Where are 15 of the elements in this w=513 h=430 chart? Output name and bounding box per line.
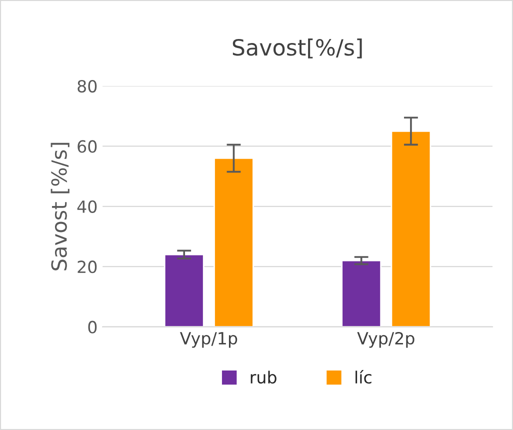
bar [214, 158, 254, 327]
y-tick-label: 20 [78, 260, 97, 274]
y-tick-label: 0 [88, 320, 97, 334]
y-tick-label: 40 [77, 200, 97, 213]
y-tick-label: 80 [78, 80, 97, 93]
legend-label: rub [250, 370, 276, 384]
bar [164, 254, 204, 327]
y-tick-label: 60 [78, 140, 97, 153]
x-tick-label: Vyp/2p [357, 332, 414, 348]
legend-label: líc [356, 370, 372, 384]
chart-title: Savost[%/s] [232, 38, 362, 58]
bar [341, 260, 382, 327]
bar [390, 130, 432, 327]
y-axis-title: Savost [%/s] [50, 142, 70, 270]
x-tick-label: Vyp/1p [180, 332, 238, 348]
